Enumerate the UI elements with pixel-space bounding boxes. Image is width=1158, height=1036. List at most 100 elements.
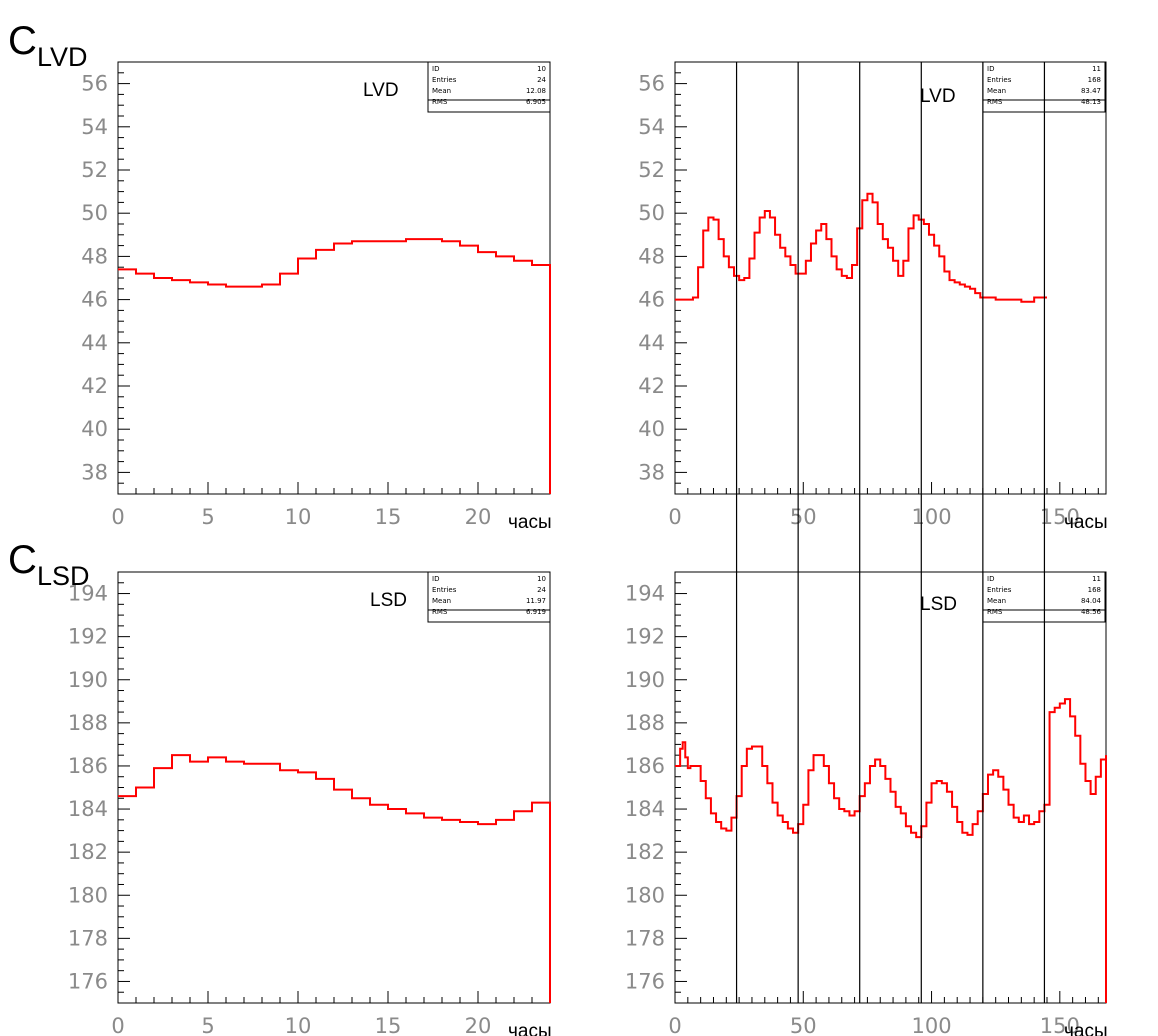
stats-key-mean: Mean: [987, 597, 1006, 605]
y-tick-label: 188: [68, 711, 108, 735]
stats-value-mean: 84.04: [1081, 597, 1102, 605]
row-label-lsd-main: C: [8, 538, 37, 582]
x-tick-label: 50: [790, 505, 817, 529]
stats-value-rms: 6.919: [526, 608, 546, 616]
stats-key-mean: Mean: [432, 87, 451, 95]
x-tick-label: 10: [285, 505, 312, 529]
y-tick-label: 188: [625, 711, 665, 735]
x-axis-label: часы: [508, 1021, 552, 1036]
y-tick-label: 54: [638, 115, 665, 139]
data-series-line: [675, 192, 1047, 303]
stats-key-id: ID: [432, 575, 439, 583]
stats-value-id: 10: [537, 65, 546, 73]
y-tick-label: 48: [638, 244, 665, 268]
stats-box-frame: [427, 571, 551, 623]
y-tick-label: 46: [81, 288, 108, 312]
y-tick-label: 194: [625, 582, 665, 606]
detector-label: LSD: [370, 590, 407, 611]
y-tick-label: 194: [68, 582, 108, 606]
y-tick-label: 56: [81, 72, 108, 96]
detector-label: LVD: [920, 86, 956, 107]
y-tick-label: 40: [81, 417, 108, 441]
x-tick-label: 0: [111, 1014, 124, 1036]
x-tick-label: 5: [201, 1014, 214, 1036]
y-tick-label: 52: [81, 158, 108, 182]
y-tick-label: 180: [625, 883, 665, 907]
data-series-line: [675, 698, 1107, 1003]
x-tick-label: 0: [668, 1014, 681, 1036]
stats-key-id: ID: [987, 575, 994, 583]
x-tick-label: 50: [790, 1014, 817, 1036]
stats-key-mean: Mean: [432, 597, 451, 605]
x-axis-label: часы: [1064, 1021, 1108, 1036]
stats-value-id: 11: [1092, 575, 1101, 583]
y-tick-label: 40: [638, 417, 665, 441]
detector-label: LSD: [920, 594, 957, 615]
charts-group: 38 40 42 44 46 48 50 52 54 56 0 5 10 15 20 часы LVD ID 10 E…: [68, 61, 1108, 1036]
stats-value-entries: 24: [537, 76, 546, 84]
plot-frame: [117, 61, 551, 495]
y-tick-label: 178: [625, 926, 665, 950]
y-tick-label: 182: [68, 840, 108, 864]
data-series-line: [118, 238, 551, 494]
x-tick-label: 0: [668, 505, 681, 529]
stats-key-id: ID: [987, 65, 994, 73]
x-tick-label: 15: [375, 505, 402, 529]
stats-box: ID 10 Entries 24 Mean 11.97 RMS 6.919: [427, 571, 551, 623]
y-tick-label: 56: [638, 72, 665, 96]
y-tick-label: 38: [638, 460, 665, 484]
stats-value-rms: 48.56: [1081, 608, 1102, 616]
row-label-lvd-main: C: [8, 19, 37, 63]
stats-value-rms: 6.905: [526, 98, 546, 106]
y-tick-label: 190: [68, 668, 108, 692]
y-tick-label: 46: [638, 288, 665, 312]
y-tick-label: 44: [81, 331, 108, 355]
stats-value-entries: 24: [537, 586, 546, 594]
row-label-lsd-sub: LSD: [37, 561, 90, 591]
stats-key-rms: RMS: [432, 98, 448, 106]
stats-value-entries: 168: [1088, 586, 1101, 594]
stats-key-entries: Entries: [432, 586, 457, 594]
stats-key-id: ID: [432, 65, 439, 73]
x-tick-label: 10: [285, 1014, 312, 1036]
x-axis-label: часы: [1064, 512, 1108, 533]
x-tick-label: 100: [912, 1014, 952, 1036]
y-tick-label: 184: [625, 797, 665, 821]
y-tick-label: 42: [638, 374, 665, 398]
y-tick-label: 38: [81, 460, 108, 484]
x-tick-label: 20: [465, 505, 492, 529]
x-tick-label: 20: [465, 1014, 492, 1036]
x-tick-label: 0: [111, 505, 124, 529]
chart-panel-1: 38 40 42 44 46 48 50 52 54 56 0 5 10 15 20 часы LVD ID 10 E…: [81, 61, 552, 533]
y-tick-label: 192: [625, 625, 665, 649]
stats-value-mean: 83.47: [1081, 87, 1101, 95]
y-tick-label: 176: [68, 969, 108, 993]
data-series-line: [118, 754, 551, 1003]
stats-key-rms: RMS: [987, 608, 1003, 616]
x-tick-label: 15: [375, 1014, 402, 1036]
stats-value-rms: 48.13: [1081, 98, 1101, 106]
stats-key-entries: Entries: [432, 76, 457, 84]
stats-key-entries: Entries: [987, 586, 1012, 594]
y-tick-label: 44: [638, 331, 665, 355]
detector-label: LVD: [363, 80, 399, 101]
row-label-lvd-sub: LVD: [37, 42, 88, 72]
stats-key-rms: RMS: [987, 98, 1003, 106]
y-tick-label: 180: [68, 883, 108, 907]
y-tick-label: 42: [81, 374, 108, 398]
y-tick-label: 190: [625, 668, 665, 692]
x-tick-label: 100: [912, 505, 952, 529]
stats-value-mean: 12.08: [526, 87, 546, 95]
y-tick-label: 182: [625, 840, 665, 864]
row-label-lsd: C LSD: [8, 538, 90, 591]
y-tick-label: 50: [638, 201, 665, 225]
y-tick-label: 176: [625, 969, 665, 993]
y-tick-label: 178: [68, 926, 108, 950]
x-tick-label: 150: [1040, 1014, 1080, 1036]
chart-panel-4: 176 178 180 182 184 186 188 190 192 194 0 50 100 150ч…: [625, 571, 1108, 1036]
y-tick-label: 192: [68, 625, 108, 649]
stats-value-id: 10: [537, 575, 546, 583]
y-tick-label: 50: [81, 201, 108, 225]
